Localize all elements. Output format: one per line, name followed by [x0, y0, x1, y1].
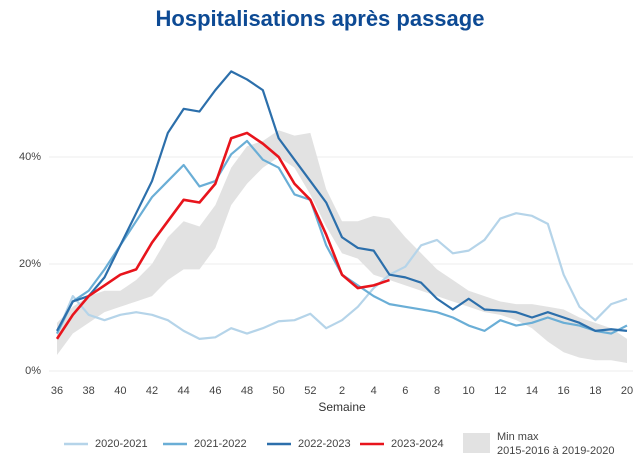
- legend-swatch: [463, 433, 490, 453]
- series-line: [55, 212, 628, 340]
- x-axis-label: Semaine: [318, 400, 366, 414]
- y-tick-label: 0%: [25, 365, 41, 377]
- x-tick-label: 14: [526, 385, 538, 397]
- x-tick-label: 4: [371, 385, 377, 397]
- x-tick-label: 16: [558, 385, 570, 397]
- x-tick-label: 20: [621, 385, 633, 397]
- min-max-band: [57, 130, 627, 363]
- legend-label: 2020-2021: [95, 438, 148, 450]
- x-tick-label: 36: [51, 385, 63, 397]
- x-tick-label: 2: [339, 385, 345, 397]
- x-tick-label: 38: [83, 385, 95, 397]
- x-tick-label: 8: [434, 385, 440, 397]
- series-line: [56, 70, 628, 332]
- legend-label: 2021-2022: [194, 438, 247, 450]
- x-tick-label: 44: [178, 385, 190, 397]
- x-tick-label: 18: [589, 385, 601, 397]
- x-tick-label: 52: [304, 385, 316, 397]
- legend-label: 2022-2023: [298, 438, 351, 450]
- y-tick-label: 20%: [19, 258, 41, 270]
- x-tick-label: 40: [114, 385, 126, 397]
- legend-label: Min max: [497, 431, 539, 443]
- x-tick-label: 10: [463, 385, 475, 397]
- series-line: [55, 131, 390, 340]
- y-tick-label: 40%: [19, 151, 41, 163]
- x-tick-label: 50: [273, 385, 285, 397]
- x-tick-label: 42: [146, 385, 158, 397]
- legend-label: 2015-2016 à 2019-2020: [497, 445, 614, 457]
- x-tick-label: 46: [209, 385, 221, 397]
- x-tick-label: 48: [241, 385, 253, 397]
- x-tick-label: 6: [402, 385, 408, 397]
- chart-title: Hospitalisations après passage: [156, 6, 485, 31]
- legend-label: 2023-2024: [391, 438, 444, 450]
- x-tick-label: 12: [494, 385, 506, 397]
